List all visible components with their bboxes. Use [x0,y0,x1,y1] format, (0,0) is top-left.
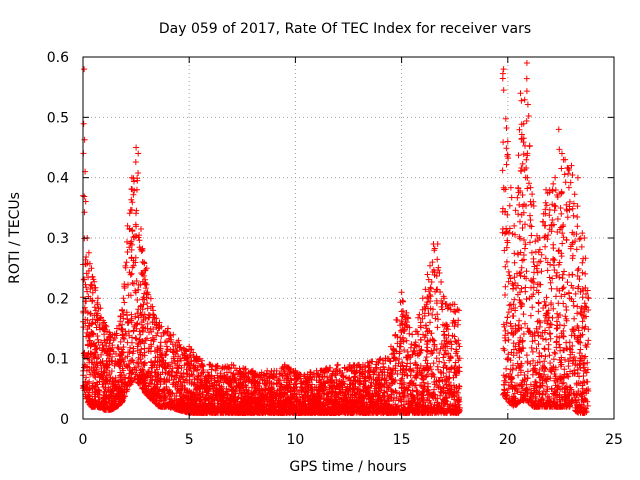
y-axis-label: ROTI / TECUs [7,192,23,284]
x-axis-label: GPS time / hours [289,459,406,475]
y-tick-label: 0.4 [47,171,69,187]
grid-lines [83,57,614,419]
x-tick-label: 5 [185,432,194,448]
x-tick-label: 10 [286,432,304,448]
y-tick-label: 0.3 [47,231,69,247]
y-tick-label: 0.1 [47,352,69,368]
x-tick-label: 15 [393,432,411,448]
y-tick-label: 0.2 [47,291,69,307]
y-tick-label: 0.6 [47,50,69,66]
y-tick-label: 0 [60,412,69,428]
x-tick-label: 25 [605,432,623,448]
x-tick-label: 0 [79,432,88,448]
y-tick-label: 0.5 [47,110,69,126]
x-tick-label: 20 [499,432,517,448]
chart-title: Day 059 of 2017, Rate Of TEC Index for r… [159,21,531,37]
axis-ticks: 0 5 10 15 20 25 0 0.1 0.2 0.3 0.4 0.5 0.6 [47,50,623,448]
data-points [80,60,592,416]
roti-points [80,60,592,416]
